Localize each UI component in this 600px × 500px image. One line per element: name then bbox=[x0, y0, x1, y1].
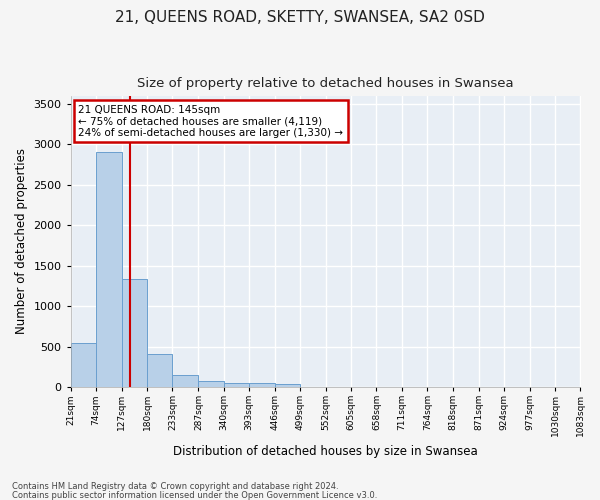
Text: 21 QUEENS ROAD: 145sqm
← 75% of detached houses are smaller (4,119)
24% of semi-: 21 QUEENS ROAD: 145sqm ← 75% of detached… bbox=[79, 104, 343, 138]
Bar bbox=[249, 384, 275, 387]
Bar bbox=[224, 382, 249, 387]
Bar bbox=[199, 380, 224, 387]
X-axis label: Distribution of detached houses by size in Swansea: Distribution of detached houses by size … bbox=[173, 444, 478, 458]
Bar bbox=[122, 280, 147, 387]
Text: 21, QUEENS ROAD, SKETTY, SWANSEA, SA2 0SD: 21, QUEENS ROAD, SKETTY, SWANSEA, SA2 0S… bbox=[115, 10, 485, 25]
Title: Size of property relative to detached houses in Swansea: Size of property relative to detached ho… bbox=[137, 78, 514, 90]
Bar bbox=[96, 152, 122, 387]
Bar bbox=[71, 342, 96, 387]
Bar bbox=[275, 384, 300, 387]
Bar bbox=[147, 354, 172, 387]
Text: Contains public sector information licensed under the Open Government Licence v3: Contains public sector information licen… bbox=[12, 490, 377, 500]
Y-axis label: Number of detached properties: Number of detached properties bbox=[15, 148, 28, 334]
Text: Contains HM Land Registry data © Crown copyright and database right 2024.: Contains HM Land Registry data © Crown c… bbox=[12, 482, 338, 491]
Bar bbox=[172, 374, 198, 387]
